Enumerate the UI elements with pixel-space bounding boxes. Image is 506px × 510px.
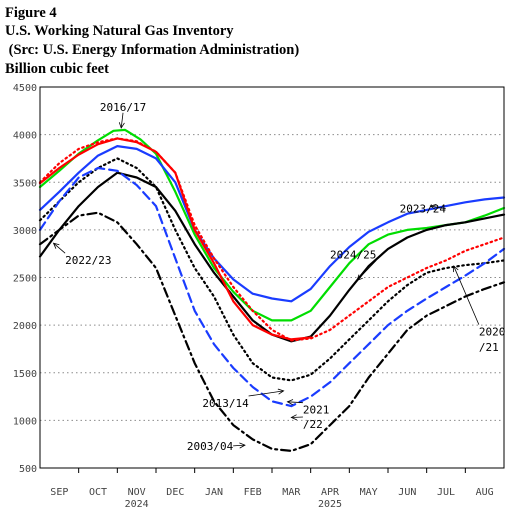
y-tick-label: 1500: [13, 369, 37, 380]
x-year-label: 2024: [125, 499, 149, 510]
x-tick-label: MAY: [360, 487, 378, 498]
chart-title: U.S. Working Natural Gas Inventory: [5, 23, 234, 39]
annotation-arrow: [453, 265, 480, 325]
y-tick-label: 3500: [13, 178, 37, 189]
annotation-arrow: [248, 390, 284, 397]
annotations: 2016/17 2023/24 2022/23 2024/25 2020/21 2013/…: [52, 101, 506, 453]
annotation-arrow: [233, 444, 245, 447]
annotation-arrowhead: [277, 388, 285, 395]
annotation-arrow: [291, 416, 303, 418]
y-tick-label: 3000: [13, 226, 37, 237]
x-tick-label: DEC: [166, 487, 184, 498]
series-line-2023-24: [38, 145, 506, 303]
annotation-label: 2024/25: [330, 248, 376, 261]
annotation-arrowhead: [286, 399, 294, 406]
gridlines: [40, 134, 504, 421]
y-axis: 500 1000 1500 2000 2500 3000 3500 4000 4500: [13, 83, 37, 475]
chart-source: (Src: U.S. Energy Information Administra…: [5, 42, 300, 58]
figure-label: Figure 4: [5, 5, 57, 21]
annotation-arrowhead: [52, 242, 60, 249]
series-line-red: [38, 137, 312, 341]
annotation-label: 2020: [479, 326, 506, 339]
annotation-arrowhead: [118, 122, 125, 129]
annotation-label: 2022/23: [65, 254, 111, 267]
annotation-arrow: [53, 242, 66, 254]
series-line-2021-22: [38, 166, 506, 408]
series-line-2022-23: [38, 211, 506, 452]
series-lines: [38, 128, 506, 452]
y-tick-label: 2500: [13, 274, 37, 285]
series-line-2013-14: [38, 157, 506, 382]
y-tick-label: 500: [19, 464, 37, 475]
x-tick-label: SEP: [50, 487, 68, 498]
x-tick-label: JAN: [205, 487, 223, 498]
x-tick-label: JUN: [398, 487, 416, 498]
annotation-arrow: [287, 401, 303, 404]
x-tick-label: APR: [321, 487, 340, 498]
x-tick-label: JUL: [437, 487, 455, 498]
annotation-label: 2016/17: [100, 101, 146, 114]
annotation-label: 2013/14: [202, 397, 249, 410]
x-tick-label: OCT: [89, 487, 107, 498]
x-tick-label: NOV: [128, 487, 146, 498]
y-tick-label: 1000: [13, 416, 37, 427]
annotation-arrowhead: [290, 414, 298, 421]
plot-frame: [39, 86, 505, 469]
x-tick-label: AUG: [476, 487, 494, 498]
annotation-arrowhead: [429, 204, 437, 210]
annotation-arrowhead: [356, 274, 363, 282]
annotation-label: /22: [303, 418, 323, 431]
annotation-label: 2023/24: [400, 203, 447, 216]
y-tick-label: 4500: [13, 83, 37, 94]
annotation-label: 2003/04: [187, 440, 234, 453]
series-line-red-dotted: [38, 137, 506, 342]
annotation-arrowhead: [453, 265, 459, 273]
series-line-2016-17: [38, 128, 506, 322]
y-tick-label: 2000: [13, 321, 37, 332]
x-tick-label: FEB: [244, 487, 262, 498]
y-axis-units: Billion cubic feet: [5, 61, 109, 77]
annotation-arrow: [120, 112, 124, 129]
y-tick-label: 4000: [13, 131, 37, 142]
annotation-label: 2021: [303, 404, 330, 417]
x-axis: SEP OCT NOV DEC JAN FEB MAR APR MAY JUN JUL AUG 2024…: [50, 468, 494, 510]
x-tick-label: MAR: [282, 487, 301, 498]
annotation-arrowhead: [239, 442, 246, 449]
annotation-arrow: [430, 205, 446, 210]
x-year-label: 2025: [318, 499, 342, 510]
annotation-label: /21: [479, 341, 499, 354]
annotation-arrow: [356, 260, 377, 281]
